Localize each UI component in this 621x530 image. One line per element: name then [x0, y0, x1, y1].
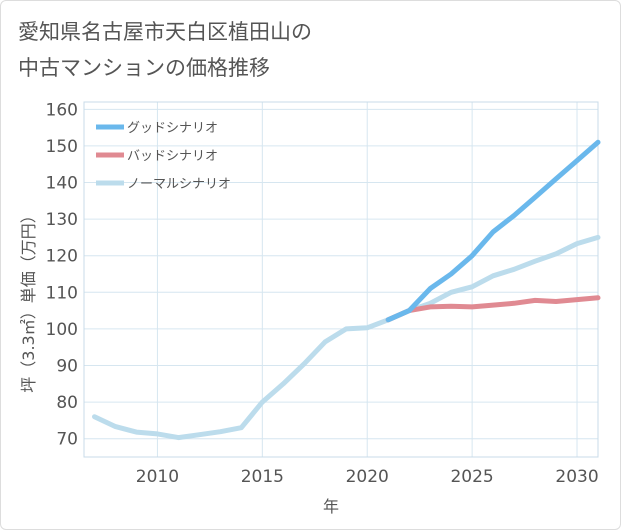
- x-tick-label: 2025: [450, 467, 493, 487]
- chart-title: 愛知県名古屋市天白区植田山の 中古マンションの価格推移: [18, 14, 438, 86]
- y-tick-label: 110: [46, 283, 78, 303]
- y-tick-label: 130: [46, 210, 78, 230]
- chart-title-line-1: 愛知県名古屋市天白区植田山の: [18, 20, 312, 44]
- series-line-2: [92, 234, 601, 441]
- y-tick-label: 150: [46, 137, 78, 157]
- series-lines: [92, 139, 601, 441]
- y-tick-label: 70: [56, 430, 78, 450]
- y-tick-label: 80: [56, 393, 78, 413]
- y-axis-label: 坪（3.3㎡）単価（万円）: [19, 207, 38, 392]
- y-tick-label: 140: [46, 174, 78, 194]
- y-axis-ticks: 70 80 90 100 110 120 130 140 150 160: [46, 100, 78, 449]
- chart-title-line-2: 中古マンションの価格推移: [18, 56, 270, 80]
- y-tick-label: 160: [46, 100, 78, 120]
- plot-area-border: [83, 101, 599, 458]
- x-axis-label: 年: [323, 497, 339, 516]
- x-tick-label: 2030: [555, 467, 598, 487]
- y-tick-label: 100: [46, 320, 78, 340]
- x-tick-label: 2020: [346, 467, 389, 487]
- legend-label: バッドシナリオ: [127, 149, 218, 164]
- x-axis-ticks: 2010 2015 2020 2025 2030: [136, 467, 599, 487]
- series-line-0: [385, 139, 601, 323]
- y-tick-label: 120: [46, 247, 78, 267]
- series-line-1: [385, 295, 601, 323]
- legend-label: ノーマルシナリオ: [127, 177, 231, 192]
- x-tick-label: 2015: [241, 467, 284, 487]
- y-tick-label: 90: [56, 357, 78, 377]
- legend-label: グッドシナリオ: [127, 121, 218, 136]
- x-tick-label: 2010: [136, 467, 179, 487]
